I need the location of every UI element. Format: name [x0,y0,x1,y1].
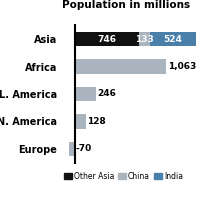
Bar [75,59,166,74]
Text: Population in millions: Population in millions [62,0,190,10]
Text: 746: 746 [97,35,116,44]
Text: 1,063: 1,063 [168,62,196,71]
Text: 133: 133 [135,35,154,44]
Text: -70: -70 [75,144,92,153]
Bar [139,32,150,46]
Text: 524: 524 [164,35,183,44]
Bar [150,32,196,46]
Bar [75,114,86,129]
Bar [75,32,139,46]
Text: 128: 128 [87,117,106,126]
Legend: Other Asia, China, India: Other Asia, China, India [64,172,183,181]
Bar [75,87,96,101]
Bar [68,142,75,156]
Text: 246: 246 [97,89,116,98]
